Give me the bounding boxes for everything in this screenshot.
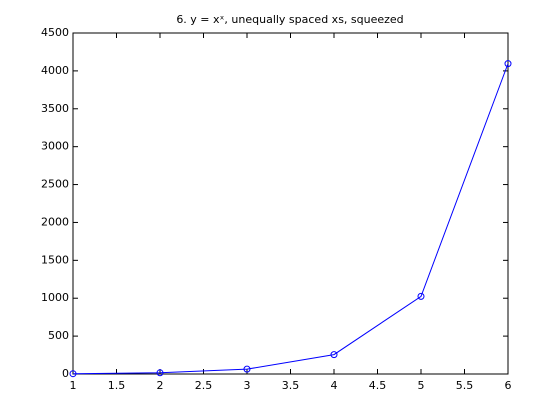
point-marker <box>69 370 77 378</box>
chart-title: 6. y = xˣ, unequally spaced xs, squeezed <box>176 13 403 26</box>
point-marker <box>330 351 338 359</box>
x-tick-label: 2 <box>157 379 164 392</box>
y-tick-label: 2500 <box>41 178 69 191</box>
x-tick-label: 4 <box>331 379 338 392</box>
x-tick-label: 6 <box>505 379 512 392</box>
y-tick-label: 0 <box>62 367 69 380</box>
y-tick-label: 4500 <box>41 26 69 39</box>
point-marker <box>504 60 512 68</box>
x-tick-label: 2.5 <box>195 379 213 392</box>
point-marker <box>156 369 164 377</box>
x-tick-label: 3.5 <box>282 379 300 392</box>
x-tick-label: 5 <box>418 379 425 392</box>
y-tick-label: 4000 <box>41 64 69 77</box>
y-tick-label: 1000 <box>41 291 69 304</box>
axes-box <box>72 32 509 375</box>
point-marker <box>417 292 425 300</box>
x-tick-label: 1 <box>70 379 77 392</box>
y-tick-label: 1500 <box>41 253 69 266</box>
y-tick-label: 2000 <box>41 215 69 228</box>
x-tick-label: 4.5 <box>369 379 387 392</box>
point-marker <box>243 365 251 373</box>
series-line <box>72 63 509 375</box>
y-tick-label: 500 <box>48 329 69 342</box>
x-tick-label: 3 <box>244 379 251 392</box>
x-tick-label: 5.5 <box>456 379 474 392</box>
x-tick-label: 1.5 <box>108 379 126 392</box>
y-tick-label: 3000 <box>41 140 69 153</box>
y-tick-label: 3500 <box>41 102 69 115</box>
